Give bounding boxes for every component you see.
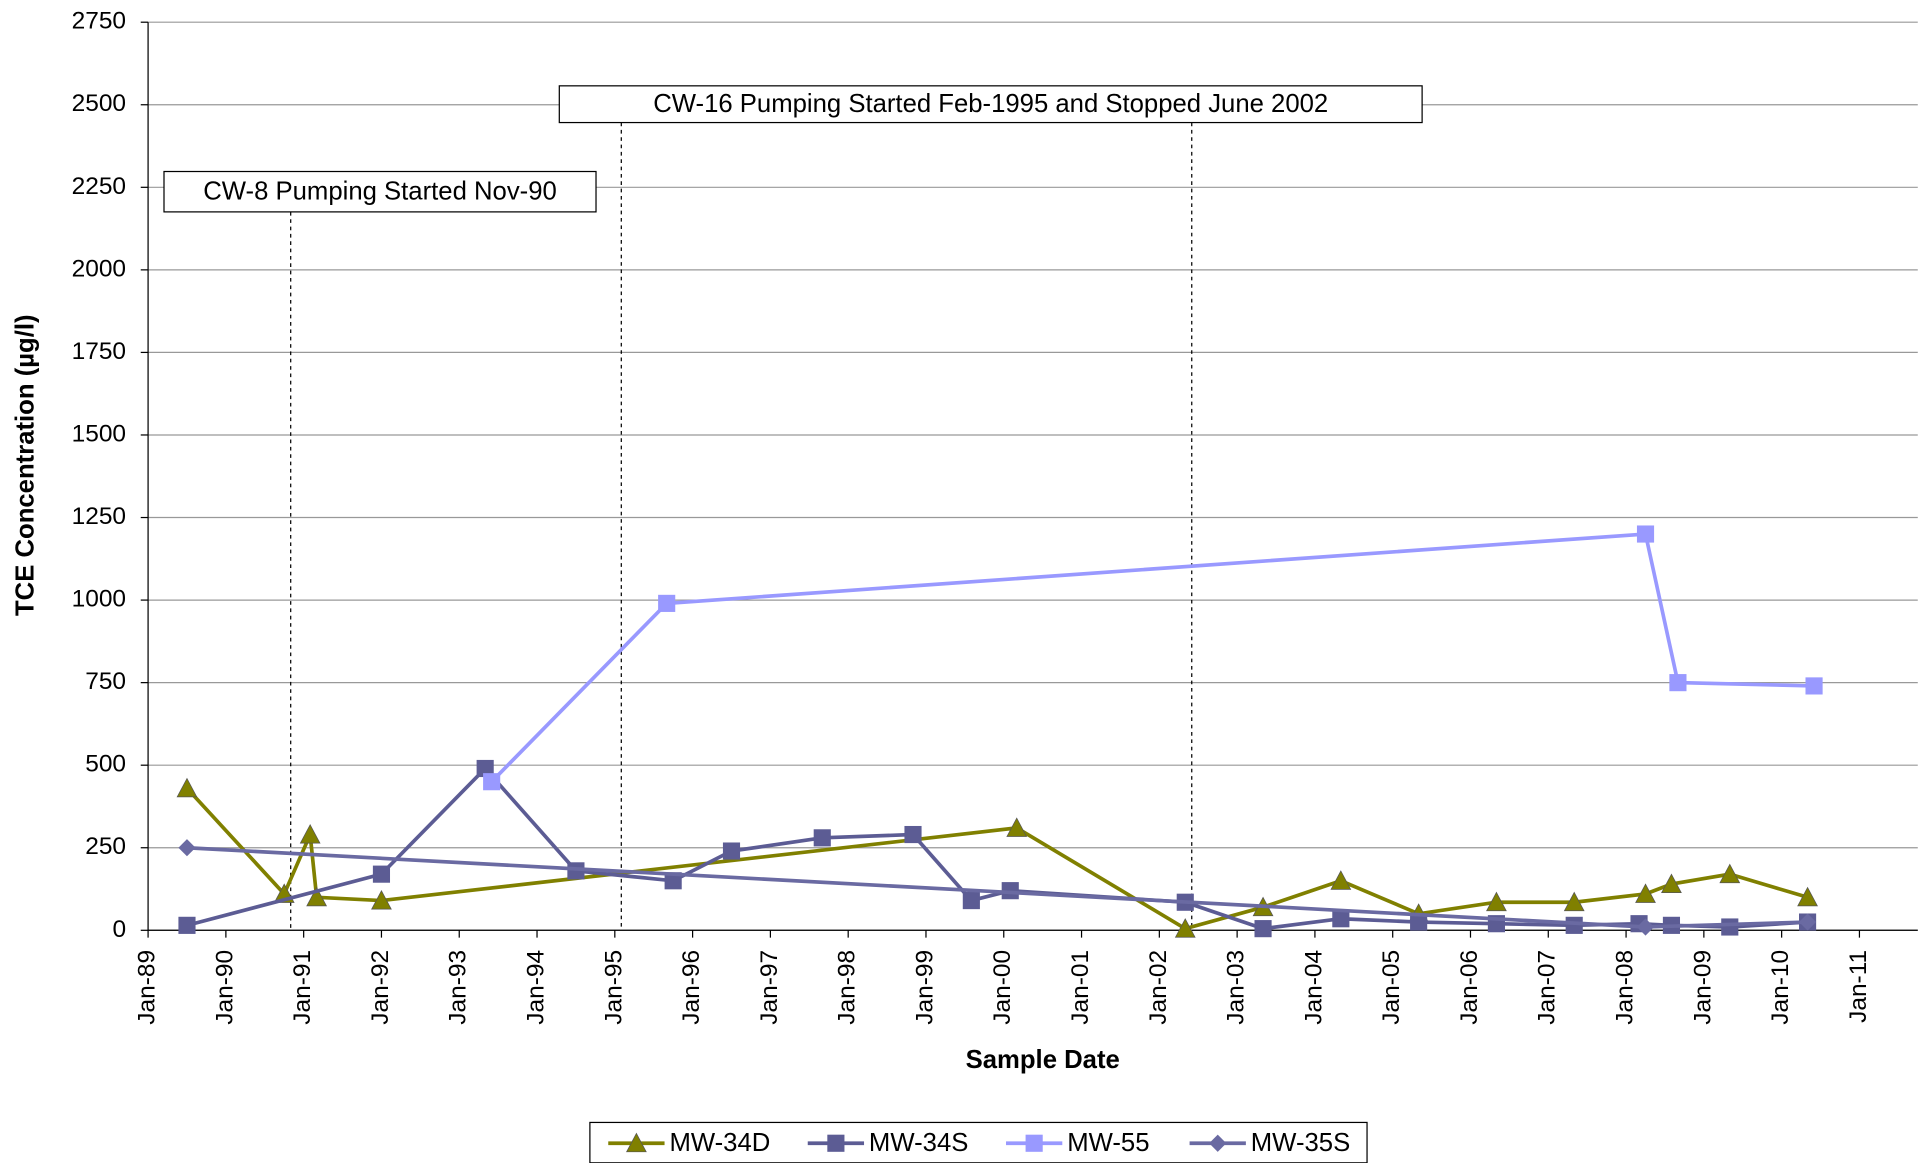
data-point: [1799, 913, 1817, 931]
data-point: [178, 839, 196, 857]
data-point: [1719, 863, 1741, 884]
x-tick-label: Jan-05: [1378, 950, 1405, 1025]
annotation-text: CW-8 Pumping Started Nov-90: [203, 178, 557, 206]
annotation-text: CW-16 Pumping Started Feb-1995 and Stopp…: [653, 90, 1328, 118]
data-point: [176, 777, 198, 798]
data-point: [1174, 918, 1196, 938]
x-axis-label: Sample Date: [966, 1046, 1120, 1074]
data-point: [904, 825, 922, 844]
data-point: [1330, 870, 1352, 890]
y-tick-label: 1750: [72, 338, 126, 365]
data-point: [1669, 674, 1687, 692]
data-point: [658, 594, 676, 612]
y-tick-label: 1500: [72, 420, 126, 447]
data-point: [664, 872, 682, 890]
series-line: [490, 532, 1815, 783]
data-point: [1797, 886, 1818, 907]
data-point: [1565, 916, 1583, 934]
y-tick-label: 2750: [72, 8, 126, 35]
x-tick-label: Jan-03: [1223, 950, 1250, 1025]
legend-marker: [626, 1132, 647, 1153]
annotation-box: [558, 85, 1423, 124]
data-point: [372, 865, 391, 883]
data-point: [567, 862, 585, 880]
y-tick-label: 0: [112, 916, 126, 943]
data-point: [476, 759, 494, 778]
data-point: [299, 823, 321, 844]
data-point: [483, 773, 501, 791]
data-point: [1721, 918, 1739, 936]
legend-marker: [827, 1134, 845, 1152]
series-line: [185, 787, 1809, 931]
x-tick-label: Jan-97: [756, 950, 783, 1025]
x-tick-label: Jan-07: [1534, 950, 1561, 1025]
y-tick-label: 2000: [72, 255, 126, 282]
legend-label: MW-35S: [1251, 1129, 1350, 1157]
data-point: [178, 916, 196, 934]
x-tick-label: Jan-10: [1767, 950, 1794, 1025]
data-point: [962, 892, 980, 910]
legend-label: MW-34D: [669, 1129, 770, 1157]
y-tick-label: 750: [85, 668, 126, 695]
data-point: [1006, 817, 1028, 837]
x-tick-label: Jan-93: [445, 950, 472, 1025]
x-tick-label: Jan-11: [1845, 950, 1872, 1023]
x-tick-label: Jan-00: [989, 950, 1016, 1025]
x-tick-label: Jan-89: [134, 950, 161, 1025]
series-line: [186, 765, 1808, 931]
x-tick-label: Jan-92: [367, 950, 394, 1025]
legend-label: MW-34S: [869, 1129, 968, 1157]
y-tick-label: 2250: [72, 173, 126, 200]
y-tick-label: 500: [85, 751, 126, 778]
annotation-box: [163, 170, 597, 213]
y-tick-label: 1250: [72, 503, 126, 530]
data-point: [722, 842, 741, 860]
x-tick-label: Jan-08: [1612, 950, 1639, 1025]
y-tick-label: 2500: [72, 90, 126, 117]
x-tick-label: Jan-94: [522, 950, 549, 1025]
x-tick-label: Jan-04: [1300, 950, 1327, 1025]
x-tick-label: Jan-91: [289, 950, 316, 1025]
data-point: [1636, 918, 1655, 936]
series-line: [186, 845, 1808, 929]
x-tick-label: Jan-95: [600, 950, 627, 1025]
x-tick-label: Jan-98: [834, 950, 861, 1025]
data-point: [1563, 891, 1585, 912]
y-axis-label: TCE Concentration (µg/l): [12, 314, 40, 616]
data-point: [306, 886, 328, 907]
x-tick-label: Jan-90: [211, 950, 238, 1025]
data-point: [1636, 525, 1655, 543]
x-tick-label: Jan-02: [1145, 950, 1172, 1025]
y-tick-label: 1000: [72, 586, 126, 613]
x-tick-label: Jan-01: [1067, 950, 1094, 1025]
data-point: [1410, 913, 1428, 931]
x-tick-label: Jan-99: [911, 950, 938, 1025]
x-tick-label: Jan-09: [1689, 950, 1716, 1025]
legend-marker: [1025, 1134, 1043, 1152]
data-point: [1805, 677, 1823, 695]
data-point: [813, 829, 831, 847]
data-point: [1332, 910, 1350, 928]
data-point: [1486, 891, 1507, 912]
x-tick-label: Jan-96: [678, 950, 705, 1025]
legend-label: MW-55: [1067, 1129, 1149, 1157]
x-tick-label: Jan-06: [1456, 950, 1483, 1025]
data-point: [1661, 873, 1682, 894]
y-tick-label: 250: [85, 833, 126, 860]
data-point: [1635, 883, 1656, 903]
data-point: [371, 890, 392, 910]
data-point: [1254, 920, 1272, 938]
